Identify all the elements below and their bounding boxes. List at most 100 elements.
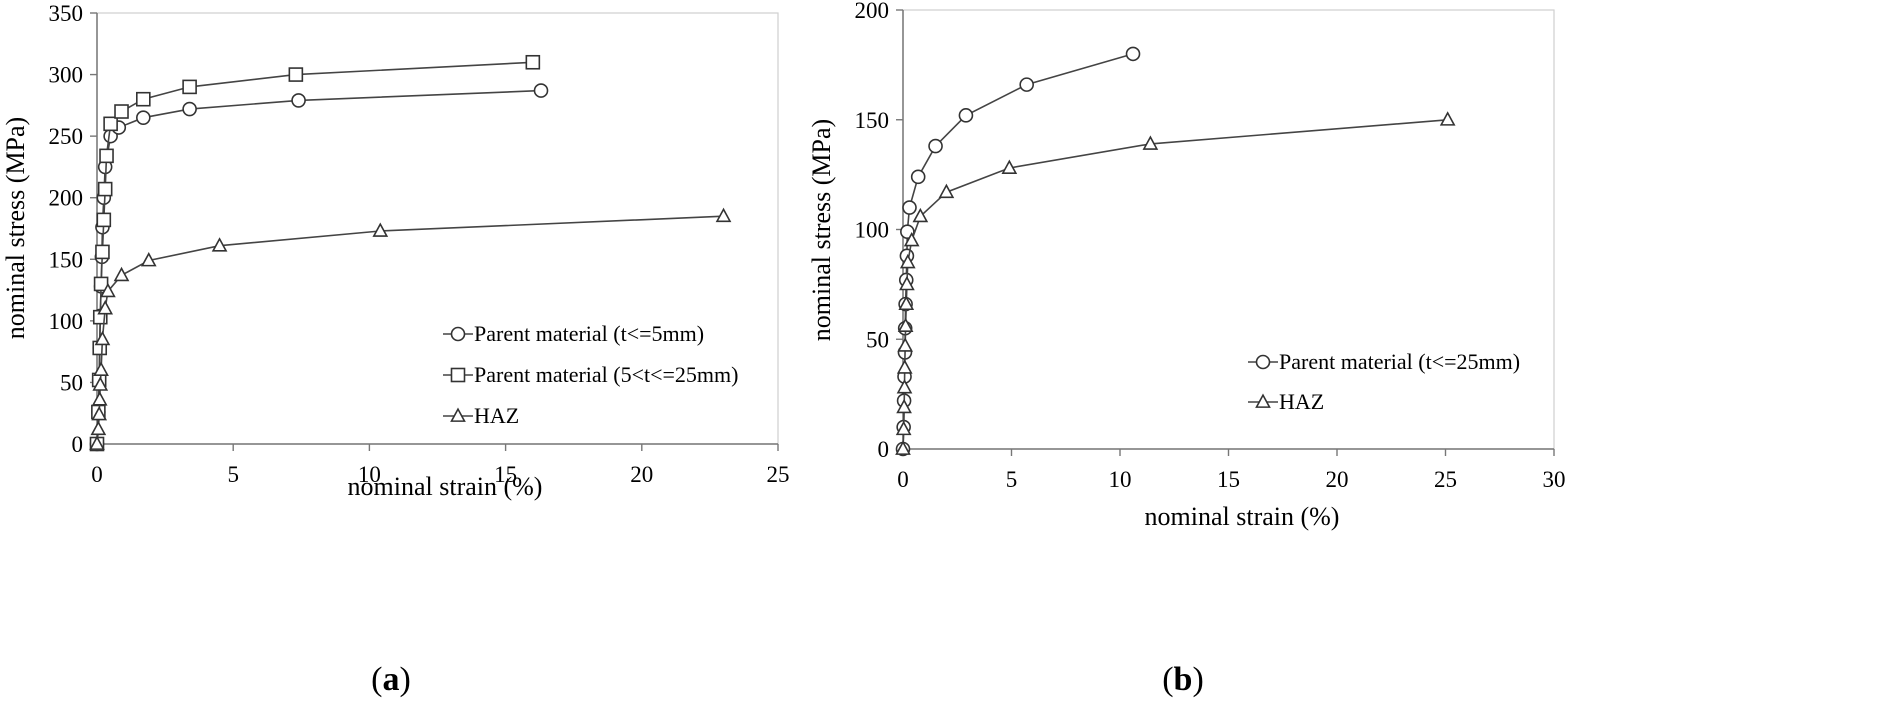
y-tick-label: 300 [49,63,84,88]
data-point-square [114,104,129,119]
y-tick-label: 150 [49,247,84,272]
data-point-triangle [898,295,915,311]
legend-marker-circle [450,326,466,342]
data-point-triangle [912,207,929,223]
data-point-triangle [100,282,116,298]
data-point-triangle [1142,135,1159,150]
data-point-circle [136,110,151,125]
data-point-circle [533,83,549,98]
y-tick-label: 350 [49,1,84,26]
y-axis-title: nominal stress (MPa) [1,117,30,339]
y-tick-label: 100 [49,309,84,334]
x-tick-label: 30 [1543,467,1566,492]
data-point-triangle [896,359,913,374]
y-tick-label: 150 [855,108,890,133]
x-axis-title: nominal strain (%) [1145,502,1340,531]
data-point-triangle [938,183,955,199]
data-point-triangle [895,420,912,436]
series-line [902,119,1448,450]
data-point-square [136,91,151,107]
data-point-triangle [897,337,914,352]
data-point-circle [1125,46,1141,62]
data-point-square [103,116,118,132]
x-tick-label: 5 [227,462,239,487]
data-point-triangle [903,231,920,247]
data-point-triangle [896,398,912,414]
y-tick-label: 200 [49,186,84,211]
data-point-triangle [1001,159,1018,174]
data-point-triangle [89,435,105,450]
legend-marker-square [450,367,466,383]
chart-panel-a: 0 50 100 150 200 250 300 350 0 5 10 15 20 25 nominal s… [1,1,790,698]
data-point-circle [1019,77,1034,92]
legend-marker-circle [1255,354,1271,370]
data-point-circle [291,93,306,108]
data-point-circle [910,169,926,185]
y-tick-label: 0 [878,437,890,462]
data-point-circle [928,138,943,154]
data-point-triangle [113,266,130,282]
x-tick-label: 5 [1006,467,1018,492]
data-point-triangle [91,405,108,421]
legend-label: HAZ [474,403,519,428]
data-point-triangle [97,300,114,315]
series-line [902,53,1134,450]
data-point-triangle [895,440,911,455]
data-point-square [99,148,114,164]
y-tick-label: 200 [855,0,890,23]
x-tick-label: 20 [630,462,653,487]
data-point-circle [902,200,917,215]
legend-label: HAZ [1279,389,1324,414]
y-tick-label: 50 [60,370,83,395]
data-point-triangle [372,222,389,237]
data-point-triangle [94,330,111,346]
series-line [96,89,542,445]
legend-label: Parent material (t<=25mm) [1279,349,1520,374]
data-point-square [525,54,541,70]
data-point-triangle [896,379,913,394]
data-point-triangle [92,376,109,391]
chart-panel-b: 0 50 100 150 200 0 5 10 15 20 25 30 nominal stress (… [807,0,1566,698]
x-tick-label: 10 [358,462,381,487]
series-circle [89,83,549,452]
y-axis-title: nominal stress (MPa) [807,119,836,341]
data-point-triangle [1439,111,1456,126]
data-point-square [97,181,113,197]
plot-area-border [902,9,1555,450]
data-point-triangle [899,253,916,269]
x-tick-label: 20 [1326,467,1349,492]
x-tick-label: 25 [767,462,790,487]
y-tick-label: 50 [866,327,889,352]
data-point-triangle [93,361,109,377]
data-point-triangle [90,420,107,436]
x-tick-label: 10 [1109,467,1132,492]
x-tick-label: 25 [1434,467,1457,492]
y-tick-label: 0 [72,432,84,457]
data-point-square [96,212,112,228]
x-tick-label: 0 [91,462,103,487]
x-tick-label: 15 [1217,467,1240,492]
x-axis-title: nominal strain (%) [348,472,543,501]
data-point-square [288,67,304,82]
data-point-triangle [899,275,915,291]
legend-marker-triangle [450,407,466,422]
data-point-triangle [91,391,108,406]
data-point-square [95,244,110,260]
legend-label: Parent material (5<t<=25mm) [474,362,738,387]
series-triangle [895,111,1456,455]
data-point-circle [958,108,974,123]
x-tick-label: 15 [494,462,517,487]
series-circle [895,46,1141,457]
y-tick-label: 250 [49,124,84,149]
data-point-square [182,79,197,95]
panel-label: (a) [371,661,411,698]
legend-label: Parent material (t<=5mm) [474,321,704,346]
series-line [96,61,533,445]
y-tick-label: 100 [855,218,890,243]
series-triangle [89,207,732,450]
x-tick-label: 0 [897,467,909,492]
data-point-triangle [140,252,157,267]
data-point-triangle [715,207,732,223]
data-point-triangle [897,317,914,332]
